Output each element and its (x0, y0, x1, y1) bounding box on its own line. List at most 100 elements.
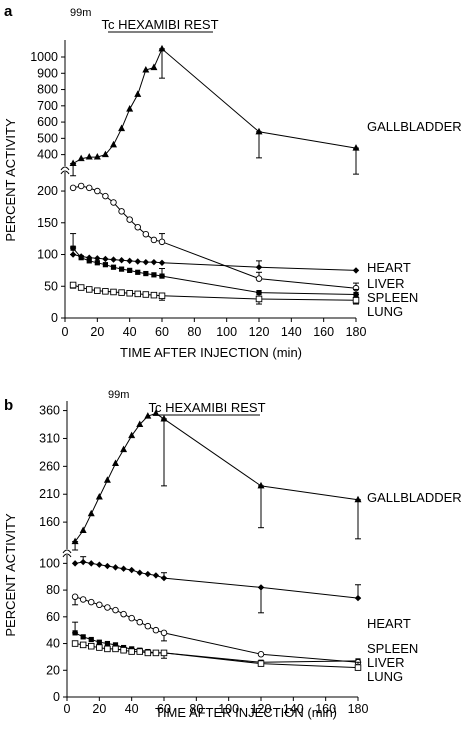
panel-a-series-lung-point (94, 287, 101, 294)
panel-b-series-lung-point (152, 649, 160, 657)
panel-a-series-heart-point (94, 255, 101, 262)
panel-b-series-liver-point (96, 601, 103, 609)
panel-b-series-heart-point (257, 584, 265, 591)
panel-a-title-superscript: 99m (70, 7, 91, 19)
panel-b-series-gallbladder-point (71, 537, 79, 545)
panel-b-x-tick-label: 0 (64, 702, 71, 716)
panel-b-y-tick-label: 260 (39, 459, 60, 473)
panel-b-y-tick-label: 310 (39, 431, 60, 445)
panel-b-series-gallbladder-point (87, 509, 95, 517)
panel-b-x-axis-label: TIME AFTER INJECTION (min) (155, 705, 337, 720)
panel-b-series-heart-point (79, 558, 87, 566)
panel-a-series-lung-point (352, 296, 360, 304)
panel-b-series-spleen-label: SPLEEN (367, 641, 418, 656)
panel-a-y-tick-label: 150 (37, 216, 58, 230)
panel-a-x-tick-label: 40 (123, 325, 137, 339)
panel-b-series-gallbladder-point (257, 481, 265, 489)
panel-a-series-heart-label: HEART (367, 260, 411, 275)
panel-a-series-heart-point (352, 267, 360, 274)
panel-b-x-tick-label: 40 (125, 702, 139, 716)
panel-a-series-gallbladder-point (126, 105, 134, 112)
panel-b-x-tick-label: 120 (251, 702, 272, 716)
panel-a-series-gallbladder-point (352, 144, 360, 151)
panel-b-series-liver-point (136, 618, 143, 626)
panel-b-series-liver-point (257, 650, 265, 658)
panel-b-series-lung-point (120, 646, 127, 654)
panel-b-x-tick-label: 80 (189, 702, 203, 716)
panel-b-x-tick-label: 140 (283, 702, 304, 716)
panel-a-series-liver-point (134, 223, 141, 231)
panel-a-series-heart-point (69, 251, 77, 258)
panel-b-series-heart-point (160, 574, 168, 582)
panel-b-x-tick-label: 20 (92, 702, 106, 716)
panel-b-series-lung-point (104, 645, 111, 653)
panel-a-series-spleen-point (70, 245, 76, 251)
panel-b-series-liver-point (87, 598, 95, 606)
panel-b-series-liver-point (79, 596, 87, 603)
panel-a-series-spleen-point (102, 262, 109, 268)
panel-a-series-liver-point (94, 187, 101, 195)
panel-a-series-spleen-point (151, 272, 157, 278)
panel-a-y-tick-label: 500 (37, 131, 58, 145)
panel-a-series-heart-point (110, 256, 117, 263)
panel-a-series-gallbladder-point (134, 90, 142, 97)
panel-a-y-axis-label: PERCENT ACTIVITY (3, 118, 18, 242)
panel-a-series-lung-point (255, 295, 263, 303)
panel-a-series-liver-point (110, 199, 117, 206)
panel-b-series-gallbladder-point (128, 431, 136, 439)
panel-b-series-liver-point (128, 614, 135, 622)
panel-a-series-liver-point (142, 230, 150, 238)
panel-a-series-spleen-point (86, 258, 92, 264)
panel-b-y-tick-label: 0 (53, 690, 60, 704)
panel-a-series-gallbladder-point (93, 153, 101, 160)
panel-a-title: Tc HEXAMIBI REST (101, 17, 218, 32)
panel-a-series-lung-label: LUNG (367, 304, 403, 319)
panel-a-series-liver-point (158, 238, 166, 246)
panel-a-series-lung-point (102, 288, 109, 295)
panel-b-series-heart-point (152, 572, 160, 579)
panel-a-x-tick-label: 120 (249, 325, 270, 339)
panel-a-series-heart-point (255, 264, 263, 271)
panel-a-series-spleen-line (72, 247, 357, 295)
panel-b-x-tick-label: 100 (218, 702, 239, 716)
panel-b-series-heart-point (120, 565, 127, 572)
panel-b-series-heart-point (354, 594, 362, 602)
panel-b-series-liver-line (74, 596, 359, 663)
panel-b-series-gallbladder-point (136, 420, 144, 428)
panel-b-series-lung-point (160, 649, 168, 657)
panel-b-series-lung-point (136, 648, 143, 655)
panel-a-y-tick-label: 1000 (30, 50, 58, 64)
panel-a-series-heart-point (118, 257, 125, 264)
panel-a-x-tick-label: 80 (187, 325, 201, 339)
panel-b-series-liver-point (160, 629, 168, 637)
panel-b-title: Tc HEXAMIBI REST (148, 400, 265, 415)
panel-b-series-spleen-point (80, 634, 86, 640)
panel-a-series-spleen-point (110, 264, 117, 270)
panel-b-y-tick-label: 60 (46, 610, 60, 624)
panel-a-series-spleen-point (353, 291, 359, 298)
panel-a-y-tick-label: 700 (37, 99, 58, 113)
panel-b-series-gallbladder-point (95, 492, 103, 500)
panel-b-series-gallbladder-point (120, 445, 128, 453)
panel-a-y-tick-label: 800 (37, 83, 58, 97)
panel-b-series-gallbladder-point (144, 412, 152, 419)
panel-a-series-lung-point (118, 289, 125, 296)
panel-a-series-gallbladder-label: GALLBLADDER (367, 119, 462, 134)
panel-b-series-gallbladder-point (354, 495, 362, 503)
panel-a-axis-break-mark (60, 170, 70, 175)
panel-b-series-heart-point (144, 570, 152, 578)
panel-a-series-liver-point (255, 275, 263, 282)
panel-b-y-tick-label: 20 (46, 663, 60, 677)
panel-a-series-liver-point (69, 184, 77, 192)
panel-a-series-spleen-point (127, 267, 133, 273)
panel-a-series-lung-point (69, 281, 77, 289)
panel-b-y-tick-label: 210 (39, 487, 60, 501)
panel-b-series-spleen-point (96, 639, 102, 645)
panel-a-series-lung-point (77, 284, 85, 291)
panel-b-axis-break-mark (62, 549, 72, 554)
panel-b-series-lung-point (87, 642, 95, 650)
panel-a-x-tick-label: 60 (155, 325, 169, 339)
panel-a-series-gallbladder-point (77, 154, 85, 162)
panel-a-series-gallbladder-point (118, 124, 126, 132)
panel-a-y-tick-label: 600 (37, 115, 58, 129)
